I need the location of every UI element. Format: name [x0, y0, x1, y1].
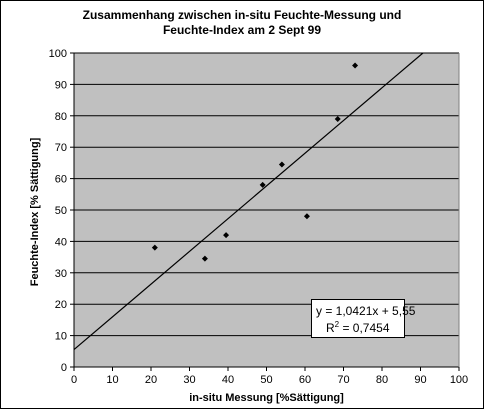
trendline — [73, 52, 424, 351]
data-point — [151, 244, 158, 251]
data-point — [278, 161, 285, 168]
y-axis-title: Feuchte-Index [% Sättigung] — [29, 137, 41, 286]
y-tick-label: 70 — [55, 142, 67, 154]
y-tick-label: 20 — [55, 299, 67, 311]
x-tick-label: 90 — [414, 374, 426, 386]
r-squared-label: R2 = 0,7454 — [326, 320, 390, 335]
r-squared-prefix: R — [326, 321, 335, 335]
y-tick-label: 90 — [55, 79, 67, 91]
x-tick-label: 10 — [106, 374, 118, 386]
x-tick-label: 30 — [183, 374, 195, 386]
chart-title-line-2: Feuchte-Index am 2 Sept 99 — [162, 23, 322, 37]
axis-titles: in-situ Messung [%Sättigung] Feuchte-Ind… — [29, 137, 344, 404]
x-tick-label: 100 — [450, 374, 468, 386]
y-tick-label: 40 — [55, 236, 67, 248]
y-tick-label: 100 — [49, 48, 67, 60]
x-tick-label: 80 — [376, 374, 388, 386]
data-point — [334, 115, 341, 122]
data-point — [259, 181, 266, 188]
ticks: 0 10 20 30 40 50 60 70 80 90 100 0 10 20 30 40 50 60 70 80 9… — [49, 48, 469, 386]
y-tick-label: 10 — [55, 331, 67, 343]
trendline-group — [73, 52, 424, 351]
x-tick-label: 70 — [337, 374, 349, 386]
data-point — [303, 213, 310, 220]
x-tick-label: 0 — [71, 374, 77, 386]
trendline-equation-box: y = 1,0421x + 5,55 R2 = 0,7454 — [311, 299, 415, 338]
data-points — [151, 62, 359, 262]
x-tick-label: 60 — [299, 374, 311, 386]
data-point — [352, 62, 359, 69]
y-tick-label: 80 — [55, 111, 67, 123]
data-point — [201, 255, 208, 262]
y-tick-label: 30 — [55, 268, 67, 280]
r-squared-exponent: 2 — [334, 320, 340, 329]
r-squared-value: = 0,7454 — [339, 321, 390, 335]
data-point — [223, 232, 230, 239]
y-tick-label: 60 — [55, 174, 67, 186]
y-tick-label: 50 — [55, 205, 67, 217]
x-tick-label: 50 — [260, 374, 272, 386]
trendline-equation: y = 1,0421x + 5,55 — [316, 304, 416, 318]
y-tick-label: 0 — [61, 362, 67, 374]
chart-title-line-1: Zusammenhang zwischen in-situ Feuchte-Me… — [82, 8, 402, 22]
x-axis-title: in-situ Messung [%Sättigung] — [189, 392, 344, 404]
x-tick-label: 20 — [145, 374, 157, 386]
x-tick-label: 40 — [222, 374, 234, 386]
